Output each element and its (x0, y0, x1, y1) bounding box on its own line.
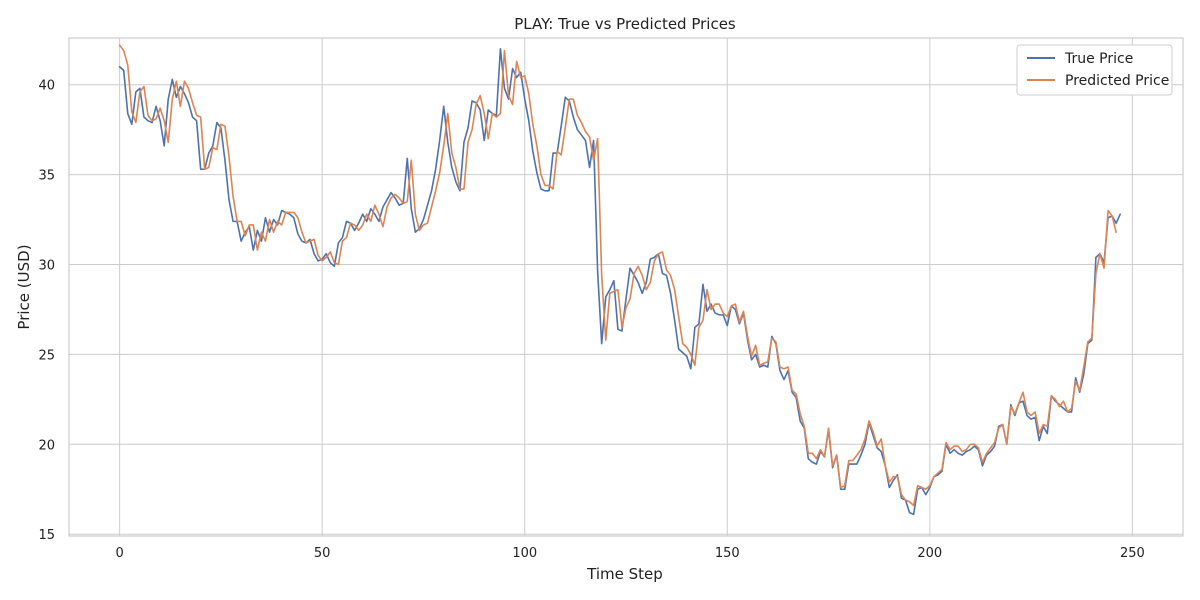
plot-area (68, 37, 1184, 537)
legend-box (1016, 44, 1173, 96)
y-axis-label: Price (USD) (15, 244, 33, 329)
x-tick-label: 0 (115, 546, 123, 561)
series-line-predicted-price (118, 44, 1117, 507)
y-tick-label: 40 (38, 79, 55, 94)
legend-label-true-price: True Price (1064, 51, 1133, 67)
x-axis-label: Time Step (586, 565, 663, 583)
x-tick-label: 150 (715, 546, 740, 561)
y-tick-label: 20 (38, 438, 55, 453)
y-tick-label: 25 (38, 348, 55, 363)
y-tick-label: 30 (38, 259, 55, 274)
x-tick-label: 250 (1120, 546, 1145, 561)
x-tick-label: 200 (917, 546, 942, 561)
x-axis-ticks: 0 50 100 150 200 250 (115, 546, 1144, 561)
legend-label-predicted-price: Predicted Price (1065, 73, 1169, 89)
y-tick-label: 35 (38, 169, 55, 184)
y-tick-label: 15 (38, 528, 55, 543)
gridlines (69, 38, 1183, 536)
y-axis-ticks: 15 20 25 30 35 40 (38, 79, 55, 543)
chart-title: PLAY: True vs Predicted Prices (514, 15, 736, 33)
x-tick-label: 50 (314, 546, 331, 561)
series-lines (118, 44, 1122, 516)
x-tick-label: 100 (512, 546, 537, 561)
legend: True Price Predicted Price (1016, 44, 1173, 96)
